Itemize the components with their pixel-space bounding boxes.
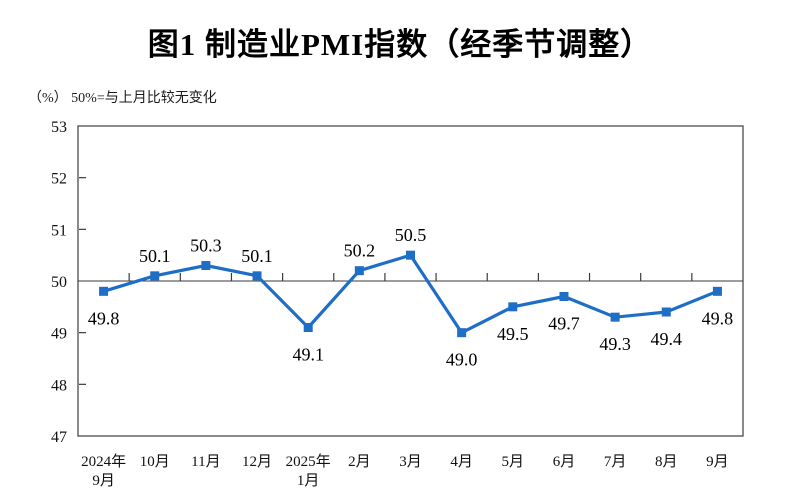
chart-title: 图1 制造业PMI指数（经季节调整） <box>147 27 653 62</box>
x-axis-tick-label: 8月 <box>655 454 678 470</box>
data-point-marker <box>559 292 569 301</box>
x-axis-tick-label: 1月 <box>297 473 320 489</box>
data-point-label: 50.1 <box>139 246 171 266</box>
y-axis-tick-label: 48 <box>51 377 67 394</box>
data-point-label: 49.4 <box>651 329 683 349</box>
data-point-marker <box>661 307 671 317</box>
y-axis-tick-label: 49 <box>51 326 67 343</box>
data-point-marker <box>150 271 160 281</box>
data-point-label: 49.7 <box>548 314 580 334</box>
data-point-label: 50.2 <box>344 241 376 261</box>
data-point-label: 49.8 <box>88 308 120 328</box>
data-point-label: 50.3 <box>190 236 222 256</box>
data-point-marker <box>201 261 211 270</box>
pmi-series-line <box>101 253 720 335</box>
y-axis-tick-label: 53 <box>51 119 67 136</box>
data-point-marker <box>610 312 620 322</box>
x-axis-tick-label: 5月 <box>502 454 525 470</box>
y-axis-tick-label: 47 <box>51 429 67 446</box>
data-point-marker <box>457 328 467 338</box>
data-point-marker <box>354 266 364 276</box>
data-point-marker <box>712 286 722 296</box>
data-point-label: 49.5 <box>497 324 529 344</box>
x-axis-tick-label: 2月 <box>348 454 371 470</box>
axis-unit-note: （%） 50%=与上月比较无变化 <box>28 91 217 106</box>
x-axis-tick-label: 11月 <box>191 454 220 470</box>
data-point-marker <box>508 302 518 312</box>
x-axis-tick-label: 7月 <box>604 454 627 470</box>
y-axis-tick-label: 51 <box>51 222 67 239</box>
data-point-label: 50.5 <box>395 225 427 245</box>
x-axis-tick-label: 2025年 <box>286 453 331 470</box>
data-point-marker <box>252 271 262 281</box>
data-point-marker <box>99 286 109 296</box>
data-point-label: 49.1 <box>292 345 324 365</box>
y-axis-tick-label: 50 <box>51 274 67 291</box>
x-axis-tick-label: 10月 <box>140 454 170 470</box>
data-point-label: 49.0 <box>446 350 478 370</box>
y-axis-tick-label: 52 <box>51 171 67 188</box>
data-point-marker <box>303 323 313 332</box>
data-point-label: 49.8 <box>702 308 734 328</box>
x-axis-tick-label: 9月 <box>706 454 729 470</box>
data-point-label: 50.1 <box>241 246 273 266</box>
x-axis-tick-label: 12月 <box>242 454 272 470</box>
x-axis-tick-label: 4月 <box>450 454 473 470</box>
data-point-marker <box>406 250 415 260</box>
x-axis-tick-label: 3月 <box>399 454 422 470</box>
data-point-label: 49.3 <box>599 334 631 354</box>
x-axis-tick-label: 6月 <box>553 454 576 470</box>
x-axis-tick-label: 2024年 <box>81 453 126 470</box>
x-axis-tick-label: 9月 <box>92 473 115 489</box>
